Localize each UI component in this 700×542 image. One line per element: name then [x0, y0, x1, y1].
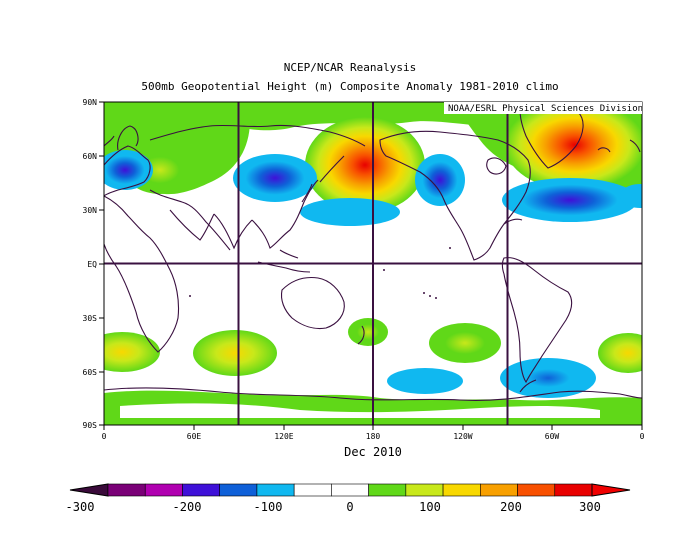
- lon-label-120w: 120W: [453, 432, 472, 441]
- lat-label-30s: 30S: [83, 314, 98, 323]
- antarctic-white-gap: [120, 403, 600, 418]
- lon-label-0: 0: [102, 432, 107, 441]
- period-label: Dec 2010: [344, 445, 402, 459]
- s-pacific-positive-small: [348, 318, 388, 346]
- colorbar-tick-label-6: 200: [500, 500, 522, 514]
- lat-label-60s: 60S: [83, 368, 98, 377]
- alaska-negative: [415, 154, 465, 206]
- colorbar-swatch: [517, 483, 556, 497]
- colorbar-swatch: [554, 483, 593, 497]
- chart-subtitle: 500mb Geopotential Height (m) Composite …: [141, 80, 559, 93]
- s-pacific-positive: [429, 323, 501, 363]
- lon-label-0-east: 0: [640, 432, 645, 441]
- atlantic-negative: [502, 178, 638, 222]
- siberia-negative: [233, 154, 317, 202]
- ticks: [99, 101, 643, 430]
- lon-label-120e: 120E: [274, 432, 293, 441]
- greenland-positive-max: [505, 102, 642, 190]
- lon-label-180: 180: [366, 432, 381, 441]
- drake-negative: [500, 358, 596, 398]
- colorbar-swatch: [331, 483, 369, 497]
- colorbar-tick-label-5: 100: [419, 500, 441, 514]
- colorbar-left-arrow: [69, 483, 109, 497]
- islands: [189, 247, 451, 299]
- colorbar-tick-label-7: 300: [579, 500, 601, 514]
- s-pacific-negative: [387, 368, 463, 394]
- s-indian-positive: [193, 330, 277, 376]
- s-atlantic-positive: [104, 332, 160, 372]
- colorbar-swatch: [442, 483, 481, 497]
- colorbar-swatch: [293, 483, 332, 497]
- colorbar-tick-label-3: -100: [254, 500, 283, 514]
- s-atlantic-positive-east: [598, 333, 642, 373]
- credit-box: [444, 102, 642, 114]
- colorbar-swatch: [182, 483, 220, 497]
- colorbar-swatch: [107, 483, 146, 497]
- colorbar-swatch: [480, 483, 518, 497]
- chart-title: NCEP/NCAR Reanalysis: [283, 61, 417, 74]
- lon-label-60w: 60W: [545, 432, 560, 441]
- colorbar-tick-label-1: -300: [66, 500, 95, 514]
- atlantic-negative-east: [620, 184, 642, 208]
- lon-label-60e: 60E: [187, 432, 202, 441]
- lat-label-30n: 30N: [83, 206, 98, 215]
- grid-lines: [104, 102, 642, 425]
- lat-label-90n: 90N: [83, 98, 98, 107]
- colorbar-tick-label-4: 0: [346, 500, 353, 514]
- colorbar-swatch: [256, 483, 295, 497]
- lat-label-90s: 90S: [83, 421, 98, 430]
- lat-label-eq: EQ: [87, 260, 97, 269]
- colorbar-tick-label-2: -200: [173, 500, 202, 514]
- colorbar: [69, 483, 631, 497]
- lat-label-60n: 60N: [83, 152, 98, 161]
- europe-negative: [104, 150, 153, 190]
- credit-text: NOAA/ESRL Physical Sciences Division: [448, 104, 643, 114]
- colorbar-swatch: [219, 483, 258, 497]
- pacific-negative-band: [300, 198, 400, 226]
- colorbar-swatch: [144, 483, 183, 497]
- colorbar-swatch: [368, 483, 407, 497]
- colorbar-right-arrow: [591, 483, 631, 497]
- pacific-positive-max: [305, 117, 425, 213]
- colorbar-swatch: [405, 483, 444, 497]
